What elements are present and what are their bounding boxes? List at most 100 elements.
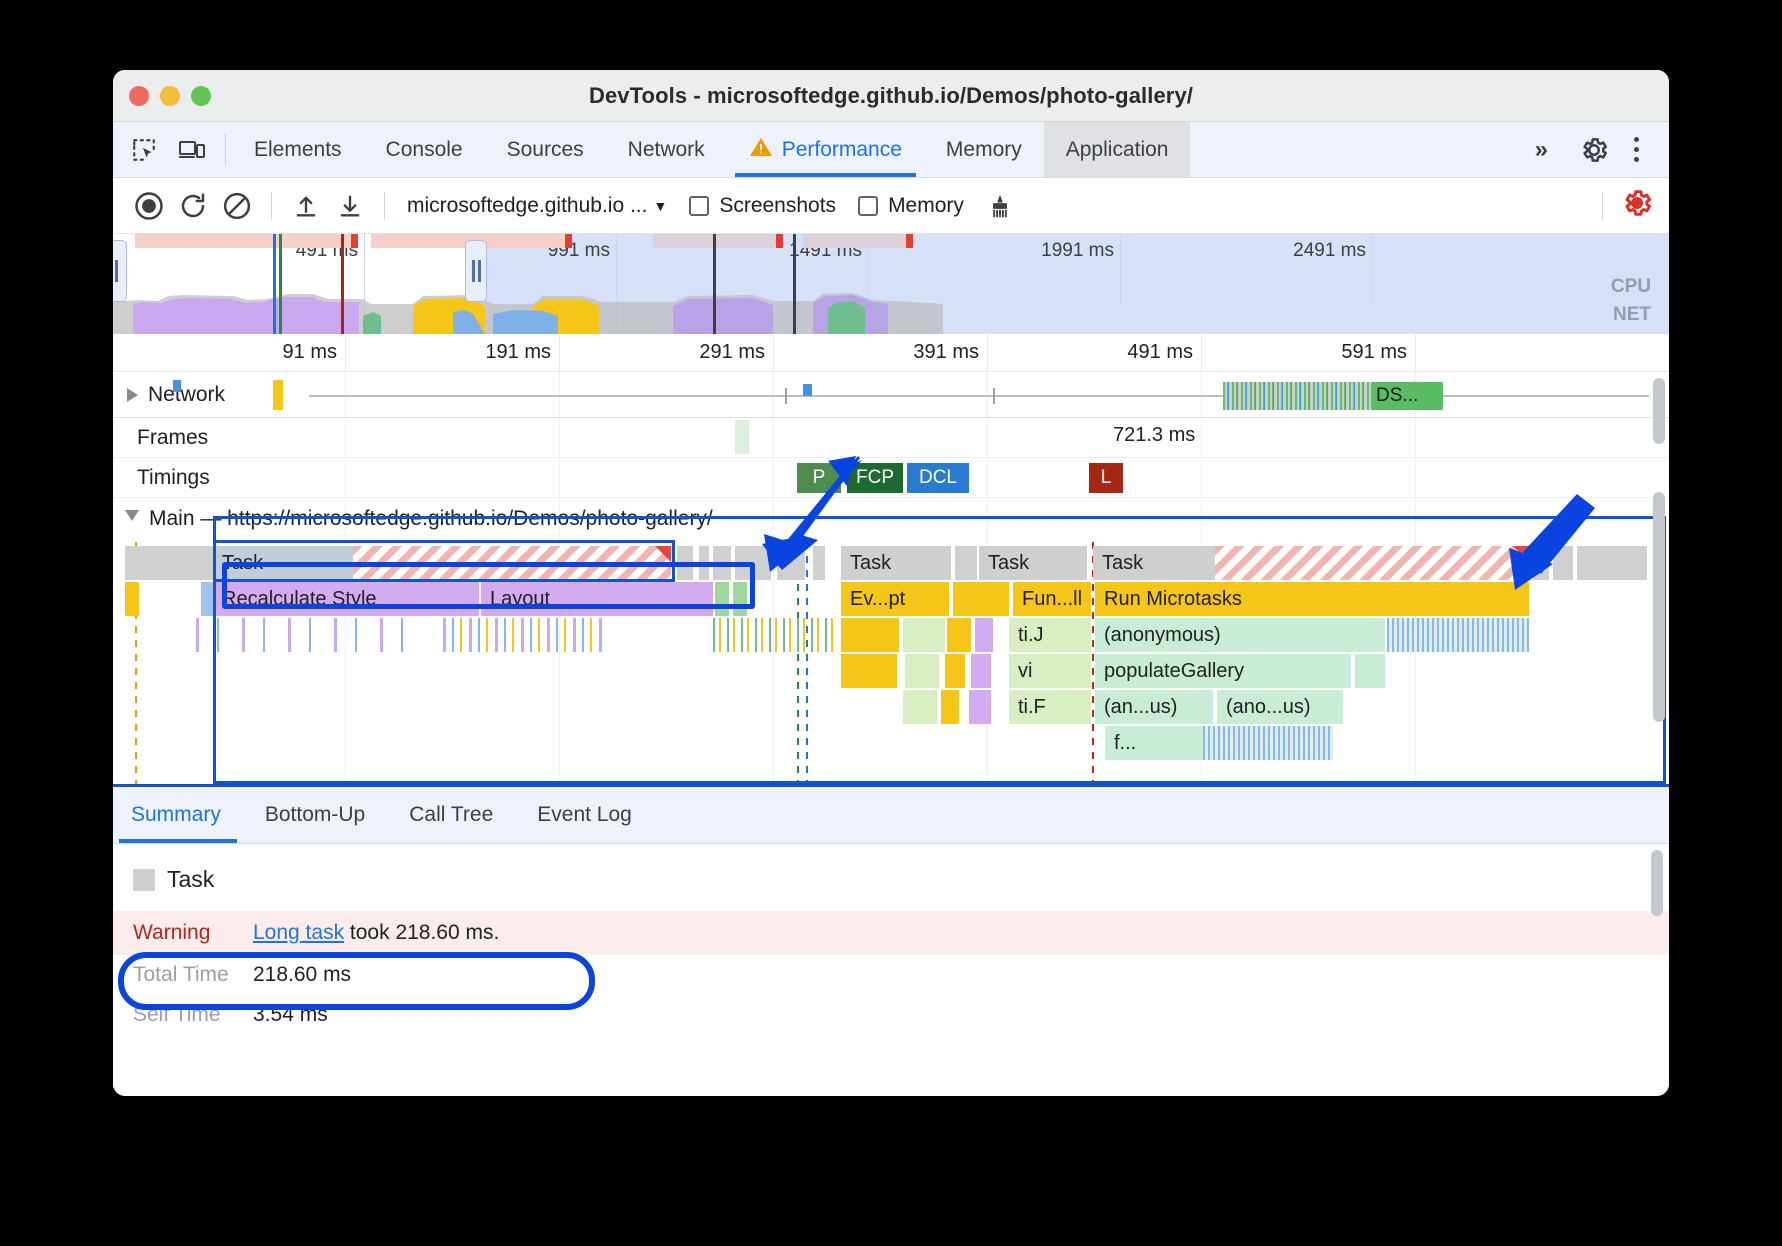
tab-network[interactable]: Network: [606, 122, 727, 177]
timing-marker-fcp[interactable]: FCP: [847, 463, 903, 493]
flame-bar[interactable]: [955, 546, 977, 580]
tab-memory[interactable]: Memory: [924, 122, 1044, 177]
tab-event-log[interactable]: Event Log: [515, 787, 654, 843]
flame-bar-long-task-hatch[interactable]: [353, 546, 671, 580]
zoom-window-button[interactable]: [191, 85, 211, 106]
tab-performance[interactable]: Performance: [727, 122, 924, 177]
tab-bottom-up[interactable]: Bottom-Up: [243, 787, 387, 843]
memory-checkbox[interactable]: Memory: [858, 194, 964, 218]
flame-bar-populate-gallery[interactable]: populateGallery: [1095, 654, 1351, 688]
overview-window-handle-right[interactable]: [465, 240, 487, 302]
network-request-block[interactable]: DS...: [1371, 382, 1443, 410]
flame-bar[interactable]: [715, 582, 729, 616]
flame-bar[interactable]: [699, 546, 709, 580]
tab-sources[interactable]: Sources: [485, 122, 606, 177]
clear-icon[interactable]: [215, 184, 259, 228]
tab-application[interactable]: Application: [1043, 122, 1191, 177]
flame-bar-anon-2[interactable]: (ano...us): [1217, 690, 1343, 724]
flame-bar[interactable]: [941, 690, 959, 724]
track-frames[interactable]: Frames 721.3 ms: [113, 418, 1669, 458]
flame-bar[interactable]: [945, 654, 965, 688]
flame-bar[interactable]: [947, 618, 971, 652]
timeline-tracks[interactable]: Network DS... Frames 721.3 ms: [113, 372, 1669, 784]
flame-bar-task[interactable]: Task: [841, 546, 951, 580]
flame-bar[interactable]: [903, 618, 945, 652]
flame-bar[interactable]: [713, 546, 731, 580]
flame-bar-event[interactable]: Ev...pt: [841, 582, 949, 616]
load-profile-icon[interactable]: [284, 184, 328, 228]
flame-bar[interactable]: [1553, 546, 1573, 580]
flame-bar[interactable]: [201, 582, 213, 616]
flame-bar[interactable]: [971, 654, 991, 688]
flame-bar[interactable]: [903, 690, 937, 724]
timing-marker-fp[interactable]: P: [797, 463, 841, 493]
long-task-link[interactable]: Long task: [253, 921, 345, 944]
track-timings[interactable]: Timings P FCP DCL L: [113, 458, 1669, 498]
track-network[interactable]: Network DS...: [113, 372, 1669, 418]
flame-bar-anon-1[interactable]: (an...us): [1095, 690, 1213, 724]
flame-bar[interactable]: [953, 582, 1009, 616]
minimize-window-button[interactable]: [160, 85, 180, 106]
flame-bar[interactable]: [677, 546, 693, 580]
flame-bar[interactable]: [1577, 546, 1647, 580]
flame-bar-task[interactable]: Task: [979, 546, 1087, 580]
more-tabs-button[interactable]: »: [1519, 136, 1564, 164]
flame-bar[interactable]: [969, 690, 991, 724]
tab-summary[interactable]: Summary: [113, 787, 243, 843]
screenshots-checkbox[interactable]: Screenshots: [689, 194, 836, 218]
network-request-waterfall[interactable]: [1223, 382, 1371, 410]
overview-window-handle-left[interactable]: [113, 240, 127, 302]
flame-bar[interactable]: [1533, 546, 1549, 580]
flame-bar[interactable]: [841, 654, 897, 688]
kebab-menu-icon[interactable]: [1623, 137, 1657, 162]
flame-bar[interactable]: [125, 582, 139, 616]
collect-garbage-icon[interactable]: [978, 184, 1022, 228]
flame-bar[interactable]: [777, 546, 805, 580]
device-toolbar-icon[interactable]: [175, 133, 209, 167]
timeline-overview[interactable]: 491 ms 991 ms 1491 ms 1991 ms 2491 ms: [113, 234, 1669, 334]
chevron-right-icon[interactable]: [127, 387, 138, 402]
flame-bar-layout[interactable]: Layout: [481, 582, 713, 616]
tab-elements[interactable]: Elements: [232, 122, 364, 177]
tab-call-tree[interactable]: Call Tree: [387, 787, 515, 843]
flame-bar-long-task-hatch[interactable]: [1215, 546, 1529, 580]
flame-bar-anonymous[interactable]: (anonymous): [1095, 618, 1385, 652]
inspect-icon[interactable]: [127, 133, 161, 167]
tracks-scrollbar-1[interactable]: [1653, 378, 1665, 444]
record-icon[interactable]: [127, 184, 171, 228]
flame-bar-recalculate-style[interactable]: Recalculate Style: [213, 582, 479, 616]
flame-bar-group[interactable]: [1203, 726, 1333, 760]
save-profile-icon[interactable]: [328, 184, 372, 228]
flame-bar[interactable]: [1355, 654, 1385, 688]
frame-block[interactable]: [735, 420, 749, 454]
flame-bar-task-selected[interactable]: Task: [213, 546, 353, 580]
track-main-header[interactable]: Main — https://microsoftedge.github.io/D…: [113, 498, 1669, 540]
flame-bar-group[interactable]: [1387, 618, 1529, 652]
flame-bar[interactable]: [841, 618, 899, 652]
flame-bar-run-microtasks[interactable]: Run Microtasks: [1095, 582, 1529, 616]
settings-button[interactable]: [1565, 135, 1623, 165]
reload-record-icon[interactable]: [171, 184, 215, 228]
tab-console[interactable]: Console: [364, 122, 485, 177]
flame-bar[interactable]: [125, 546, 217, 580]
flame-bar[interactable]: [813, 546, 825, 580]
summary-scrollbar[interactable]: [1651, 850, 1663, 916]
flame-bar[interactable]: [975, 618, 993, 652]
flame-chart[interactable]: Task Task Task Task: [113, 542, 1669, 784]
window-title: DevTools - microsoftedge.github.io/Demos…: [588, 82, 1194, 108]
close-window-button[interactable]: [129, 85, 149, 106]
timing-marker-l[interactable]: L: [1089, 463, 1123, 493]
tracks-scrollbar-2[interactable]: [1653, 492, 1665, 722]
flame-bar[interactable]: [905, 654, 939, 688]
target-url-select[interactable]: microsoftedge.github.io ... ▼: [407, 194, 667, 218]
flame-bar[interactable]: [733, 582, 747, 616]
flame-bar-tif[interactable]: ti.F: [1009, 690, 1091, 724]
flame-bar[interactable]: [735, 546, 771, 580]
flame-bar-function-call[interactable]: Fun...ll: [1013, 582, 1091, 616]
flame-bar-task[interactable]: Task: [1093, 546, 1215, 580]
capture-settings-gear-icon[interactable]: [1621, 187, 1653, 224]
timing-marker-dcl[interactable]: DCL: [907, 463, 969, 493]
flame-bar-tij[interactable]: ti.J: [1009, 618, 1091, 652]
chevron-down-icon[interactable]: [125, 510, 139, 528]
flame-bar-vi[interactable]: vi: [1009, 654, 1091, 688]
